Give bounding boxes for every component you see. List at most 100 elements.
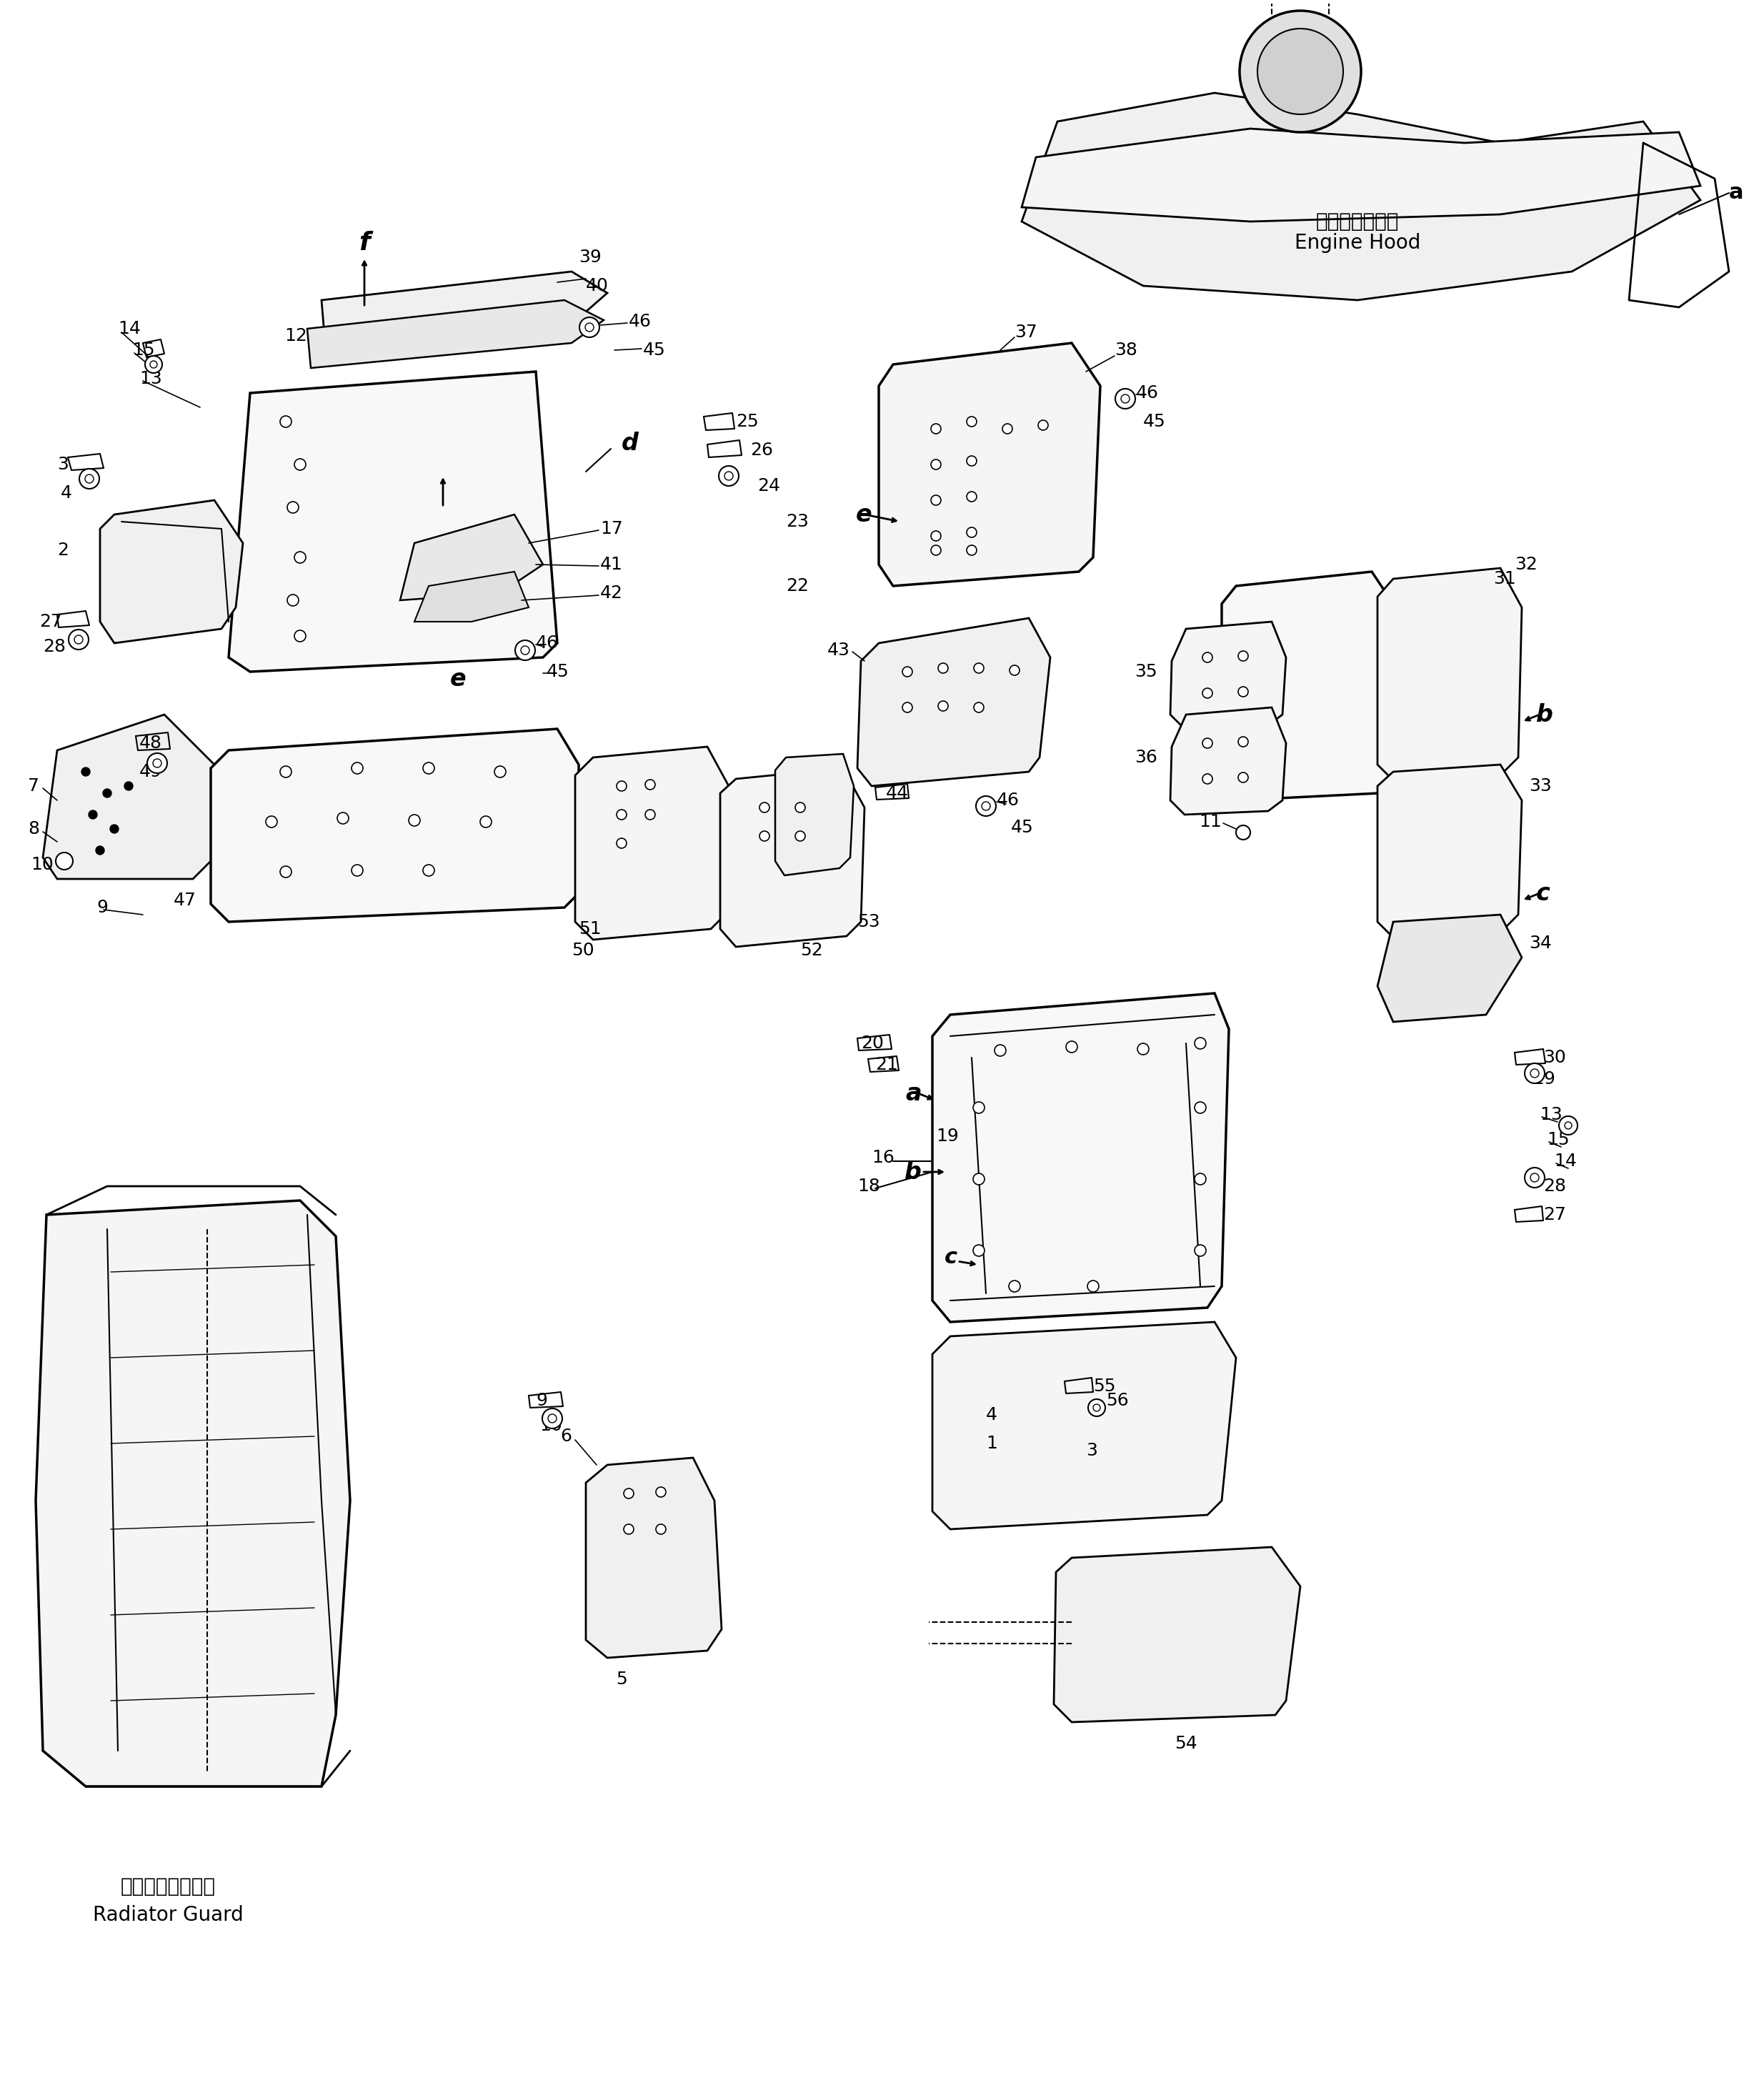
Text: 38: 38 [1115, 342, 1138, 359]
Polygon shape [774, 755, 854, 875]
Circle shape [938, 663, 947, 674]
Text: 46: 46 [628, 313, 651, 330]
Circle shape [81, 767, 90, 775]
Circle shape [1238, 736, 1249, 746]
Circle shape [796, 802, 804, 813]
Circle shape [1240, 10, 1362, 133]
Circle shape [409, 815, 420, 825]
Text: 46: 46 [536, 634, 559, 651]
Text: 25: 25 [736, 413, 759, 431]
Text: 15: 15 [1547, 1132, 1570, 1148]
Polygon shape [1170, 707, 1286, 815]
Polygon shape [1170, 622, 1286, 730]
Circle shape [974, 1103, 984, 1113]
Polygon shape [575, 746, 729, 939]
Circle shape [280, 417, 291, 427]
Polygon shape [720, 769, 864, 947]
Circle shape [85, 475, 93, 483]
Circle shape [280, 767, 291, 777]
Circle shape [1524, 1063, 1545, 1084]
Polygon shape [400, 514, 543, 601]
Text: 21: 21 [875, 1055, 898, 1074]
Circle shape [1009, 665, 1020, 676]
Circle shape [1531, 1070, 1538, 1078]
Text: 41: 41 [600, 556, 623, 572]
Circle shape [1087, 1281, 1099, 1291]
Circle shape [295, 458, 305, 471]
Text: 27: 27 [1544, 1206, 1566, 1223]
Circle shape [1088, 1399, 1106, 1416]
Text: 33: 33 [1529, 777, 1552, 794]
Text: 15: 15 [132, 342, 155, 359]
Text: 44: 44 [886, 784, 908, 802]
Circle shape [69, 630, 88, 649]
Text: 55: 55 [1094, 1379, 1115, 1395]
Polygon shape [35, 1200, 349, 1787]
Circle shape [123, 782, 132, 790]
Circle shape [1037, 421, 1048, 431]
Polygon shape [1053, 1546, 1300, 1723]
Circle shape [1258, 29, 1342, 114]
Text: 4: 4 [986, 1405, 997, 1424]
Circle shape [656, 1524, 665, 1534]
Text: 56: 56 [1106, 1391, 1129, 1410]
Circle shape [938, 701, 947, 711]
Circle shape [150, 361, 157, 369]
Circle shape [1203, 653, 1212, 663]
Circle shape [1065, 1041, 1078, 1053]
Polygon shape [933, 1323, 1237, 1530]
Text: 35: 35 [1134, 663, 1157, 680]
Text: 54: 54 [1175, 1735, 1198, 1752]
Circle shape [1524, 1167, 1545, 1188]
Text: 1: 1 [986, 1435, 997, 1451]
Text: ラジエータガード: ラジエータガード [120, 1876, 215, 1897]
Text: 53: 53 [857, 914, 880, 931]
Circle shape [646, 811, 654, 819]
Text: 46: 46 [997, 792, 1020, 808]
Text: 13: 13 [139, 371, 162, 388]
Circle shape [423, 864, 434, 877]
Text: 34: 34 [1529, 935, 1552, 952]
Text: 16: 16 [871, 1148, 894, 1167]
Circle shape [718, 466, 739, 485]
Circle shape [975, 796, 997, 817]
Circle shape [288, 595, 298, 605]
Text: 31: 31 [1492, 570, 1515, 587]
Circle shape [796, 831, 804, 842]
Text: 11: 11 [1200, 813, 1222, 831]
Circle shape [288, 502, 298, 514]
Circle shape [520, 647, 529, 655]
Text: 47: 47 [173, 891, 196, 908]
Circle shape [974, 1244, 984, 1256]
Text: 23: 23 [787, 514, 808, 531]
Text: 8: 8 [28, 821, 39, 837]
Text: d: d [621, 431, 639, 454]
Text: 10: 10 [540, 1418, 563, 1435]
Circle shape [1565, 1121, 1572, 1130]
Text: 3: 3 [56, 456, 69, 473]
Circle shape [903, 703, 912, 713]
Text: b: b [1536, 703, 1552, 726]
Text: 5: 5 [616, 1671, 628, 1687]
Text: 48: 48 [139, 734, 162, 752]
Circle shape [725, 473, 734, 481]
Text: 50: 50 [572, 941, 594, 960]
Text: e: e [450, 668, 466, 690]
Polygon shape [933, 993, 1230, 1323]
Polygon shape [1378, 765, 1522, 937]
Text: 27: 27 [39, 614, 62, 630]
Text: 37: 37 [1014, 323, 1037, 340]
Circle shape [974, 703, 984, 713]
Polygon shape [1378, 914, 1522, 1022]
Polygon shape [1222, 572, 1401, 800]
Text: 10: 10 [32, 856, 53, 873]
Polygon shape [878, 342, 1101, 587]
Text: a: a [905, 1082, 921, 1105]
Text: Engine Hood: Engine Hood [1295, 232, 1420, 253]
Circle shape [351, 763, 363, 773]
Circle shape [1238, 773, 1249, 782]
Polygon shape [210, 730, 579, 922]
Circle shape [109, 825, 118, 833]
Circle shape [79, 468, 99, 489]
Text: 28: 28 [1544, 1177, 1566, 1194]
